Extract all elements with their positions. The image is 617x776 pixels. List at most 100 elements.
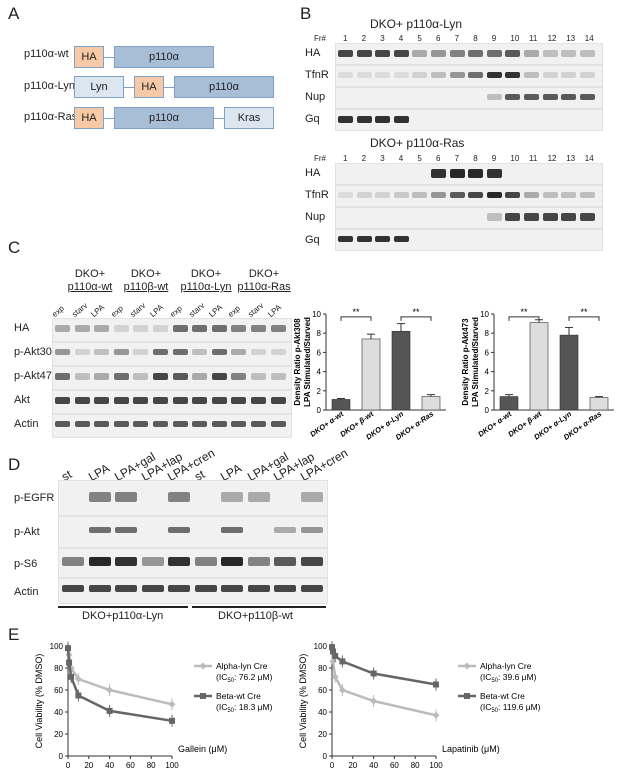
fraction-number: 9 (491, 154, 497, 163)
band (468, 168, 484, 178)
fraction-number: 8 (473, 34, 478, 43)
blot-row-label: Nup (305, 211, 326, 223)
y-tick-label: 80 (54, 664, 63, 673)
sig-label: ** (520, 307, 528, 317)
sig-label: ** (580, 307, 588, 317)
legend-marker (199, 662, 207, 670)
fraction-number: 12 (547, 34, 557, 43)
x-tick-label: 80 (411, 761, 420, 770)
band (192, 397, 208, 404)
sig-bracket (508, 316, 540, 321)
y-axis-label: LPA Stimulated/Starved (471, 317, 480, 407)
band (486, 72, 502, 78)
lane-label: LPA (265, 302, 283, 319)
y-tick-label: 8 (485, 329, 490, 338)
legend-label: Alpha-lyn Cre (480, 661, 532, 671)
y-axis-label: LPA Stimulated/Starved (303, 317, 312, 407)
blot-row-label: TfnR (305, 189, 329, 201)
data-point (74, 675, 82, 683)
band (94, 421, 110, 427)
series-line (66, 648, 173, 723)
band (338, 49, 353, 57)
y-axis-label: Density Ratio p-Akt473 (461, 318, 470, 406)
band (192, 421, 208, 427)
x-tick-label: 40 (105, 761, 114, 770)
band (505, 192, 521, 198)
blot-row-label: p-EGFR (14, 492, 55, 504)
fraction-number: 11 (529, 154, 538, 163)
panel-label-e: E (8, 625, 20, 644)
blot-row-label: Gq (305, 234, 320, 246)
group-label-d2: DKO+p110β-wt (218, 610, 293, 622)
band (542, 72, 558, 78)
x-tick-label: 100 (429, 761, 443, 770)
band (431, 72, 446, 78)
y-tick-label: 10 (480, 310, 489, 319)
lane-label: exp (109, 303, 125, 319)
data-point (66, 659, 73, 666)
band (356, 236, 372, 242)
group-label-d1: DKO+p110α-Lyn (82, 610, 164, 622)
band (74, 325, 90, 332)
blot-row-label: Gq (305, 113, 320, 125)
band (300, 585, 323, 592)
y-tick-label: 4 (485, 368, 490, 377)
band (211, 397, 227, 404)
y-tick-label: 10 (312, 310, 321, 319)
band (561, 213, 577, 221)
band (133, 373, 149, 380)
legend-ic50: (IC50: 18.3 μM) (216, 702, 273, 714)
legend-marker (463, 662, 471, 670)
band (561, 94, 577, 100)
y-axis-label: Cell Viability (% DMSO) (34, 654, 44, 749)
fraction-number: 10 (510, 34, 520, 43)
x-tick-label: 0 (330, 761, 335, 770)
band (579, 192, 595, 198)
data-point (370, 670, 377, 677)
fraction-number: 3 (380, 154, 385, 163)
band (274, 527, 296, 533)
construct-label-lyn: p110α-Lyn (24, 80, 76, 92)
band (251, 325, 266, 332)
legend-label: Beta-wt Cre (480, 691, 525, 701)
x-tick-label: 60 (390, 761, 399, 770)
blot-row-label: p-Akt (14, 526, 40, 538)
x-tick-label: 20 (84, 761, 93, 770)
fraction-number: 1 (343, 154, 348, 163)
band (113, 349, 129, 355)
band (211, 421, 227, 427)
y-tick-label: 80 (318, 664, 327, 673)
data-point (432, 711, 440, 719)
fraction-number: 2 (361, 154, 367, 163)
x-tick-label: 20 (348, 761, 357, 770)
group-label: p110α-Lyn (180, 281, 232, 293)
y-tick-label: 0 (317, 406, 322, 415)
ha-domain: HA (74, 107, 104, 129)
band (579, 94, 595, 100)
band (211, 373, 227, 380)
y-tick-label: 6 (485, 348, 490, 357)
fraction-number: 6 (436, 34, 441, 43)
p110a-domain: p110α (174, 76, 274, 98)
band (88, 585, 111, 592)
data-point (168, 700, 176, 708)
bar (589, 397, 609, 411)
bar (421, 396, 441, 411)
blot-row-label: HA (14, 322, 30, 334)
band (375, 72, 391, 78)
panel-label-a: A (8, 4, 20, 23)
group-label: DKO+ (74, 268, 106, 280)
bar (331, 399, 351, 411)
x-tick-label: 40 (369, 761, 378, 770)
panel-label-d: D (8, 455, 21, 474)
band (62, 557, 84, 566)
band (505, 72, 521, 78)
band (113, 421, 129, 427)
x-axis-label: Lapatinib (μM) (442, 744, 500, 754)
blot-nup-ras (335, 207, 603, 229)
band (542, 192, 558, 198)
band (375, 49, 391, 57)
band (300, 557, 323, 566)
y-tick-label: 60 (318, 686, 327, 695)
band (88, 527, 111, 533)
